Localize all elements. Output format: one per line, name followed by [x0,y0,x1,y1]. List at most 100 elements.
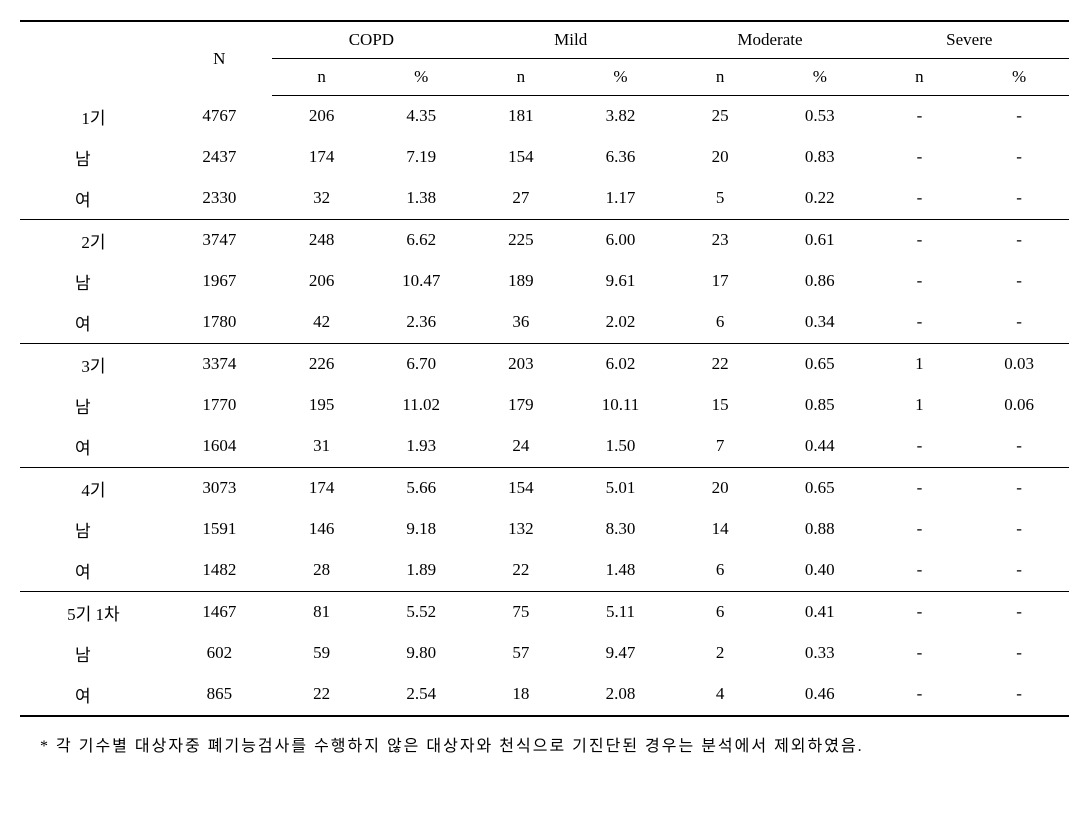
cell-mod-n: 6 [670,302,770,344]
row-label: 1기 [20,96,167,137]
cell-N: 1967 [167,261,272,302]
header-mod-pct: % [770,59,870,96]
cell-mod-pct: 0.65 [770,343,870,385]
cell-N: 1482 [167,550,272,592]
row-label: 2기 [20,219,167,261]
cell-sev-n: - [870,426,970,468]
cell-mod-n: 20 [670,137,770,178]
cell-N: 3747 [167,219,272,261]
cell-N: 3374 [167,343,272,385]
cell-sev-pct: - [969,633,1069,674]
cell-N: 2330 [167,178,272,220]
table-row: 여1604311.93241.5070.44-- [20,426,1069,468]
cell-mild-pct: 10.11 [571,385,671,426]
cell-copd-n: 22 [272,674,372,716]
cell-mild-n: 225 [471,219,571,261]
table-row: 남196720610.471899.61170.86-- [20,261,1069,302]
cell-sev-pct: - [969,178,1069,220]
cell-mild-pct: 1.50 [571,426,671,468]
cell-mild-pct: 6.00 [571,219,671,261]
cell-mild-n: 181 [471,96,571,137]
cell-mod-n: 5 [670,178,770,220]
row-label: 3기 [20,343,167,385]
cell-copd-n: 206 [272,261,372,302]
cell-mod-n: 22 [670,343,770,385]
cell-mod-pct: 0.65 [770,467,870,509]
cell-mild-n: 36 [471,302,571,344]
cell-mod-n: 17 [670,261,770,302]
cell-mod-pct: 0.41 [770,591,870,633]
row-label: 여 [20,178,167,220]
row-label: 여 [20,550,167,592]
cell-sev-pct: - [969,674,1069,716]
row-label: 남 [20,509,167,550]
cell-mild-pct: 5.01 [571,467,671,509]
cell-sev-n: - [870,591,970,633]
cell-mod-pct: 0.33 [770,633,870,674]
cell-mod-n: 25 [670,96,770,137]
cell-mod-pct: 0.61 [770,219,870,261]
cell-copd-n: 146 [272,509,372,550]
row-label: 남 [20,385,167,426]
cell-mild-pct: 5.11 [571,591,671,633]
cell-copd-pct: 9.18 [371,509,471,550]
cell-sev-n: - [870,178,970,220]
table-header: N COPD Mild Moderate Severe n % n % n % … [20,21,1069,96]
cell-mild-pct: 2.08 [571,674,671,716]
cell-mod-n: 6 [670,550,770,592]
cell-mod-pct: 0.88 [770,509,870,550]
cell-sev-pct: - [969,509,1069,550]
cell-mild-n: 18 [471,674,571,716]
cell-copd-n: 195 [272,385,372,426]
cell-sev-n: - [870,674,970,716]
cell-copd-n: 248 [272,219,372,261]
cell-copd-n: 174 [272,137,372,178]
cell-sev-pct: 0.06 [969,385,1069,426]
copd-prevalence-table: N COPD Mild Moderate Severe n % n % n % … [20,20,1069,717]
cell-mod-pct: 0.46 [770,674,870,716]
table-row: 남15911469.181328.30140.88-- [20,509,1069,550]
table-row: 5기 1차1467815.52755.1160.41-- [20,591,1069,633]
header-moderate: Moderate [670,21,869,59]
table-row: 여1780422.36362.0260.34-- [20,302,1069,344]
cell-sev-pct: 0.03 [969,343,1069,385]
cell-mod-pct: 0.40 [770,550,870,592]
cell-sev-pct: - [969,591,1069,633]
cell-copd-pct: 4.35 [371,96,471,137]
cell-mod-n: 23 [670,219,770,261]
cell-copd-pct: 1.38 [371,178,471,220]
cell-mod-n: 15 [670,385,770,426]
cell-sev-pct: - [969,467,1069,509]
cell-mild-n: 57 [471,633,571,674]
row-label: 여 [20,302,167,344]
cell-N: 4767 [167,96,272,137]
row-label: 여 [20,674,167,716]
cell-N: 1467 [167,591,272,633]
cell-mild-n: 189 [471,261,571,302]
cell-mod-pct: 0.83 [770,137,870,178]
cell-mild-n: 203 [471,343,571,385]
table-row: 남602599.80579.4720.33-- [20,633,1069,674]
cell-mod-n: 20 [670,467,770,509]
cell-mild-pct: 9.61 [571,261,671,302]
cell-mild-n: 154 [471,137,571,178]
cell-copd-n: 31 [272,426,372,468]
cell-sev-pct: - [969,219,1069,261]
cell-N: 1591 [167,509,272,550]
cell-mild-n: 27 [471,178,571,220]
row-label: 4기 [20,467,167,509]
cell-mod-pct: 0.53 [770,96,870,137]
cell-mod-n: 6 [670,591,770,633]
cell-sev-n: - [870,633,970,674]
table-row: 남177019511.0217910.11150.8510.06 [20,385,1069,426]
cell-sev-n: - [870,261,970,302]
cell-N: 3073 [167,467,272,509]
table-row: 여1482281.89221.4860.40-- [20,550,1069,592]
cell-sev-pct: - [969,261,1069,302]
cell-copd-pct: 7.19 [371,137,471,178]
cell-copd-n: 206 [272,96,372,137]
cell-sev-n: - [870,219,970,261]
cell-sev-n: 1 [870,343,970,385]
table-body: 1기47672064.351813.82250.53--남24371747.19… [20,96,1069,716]
cell-mod-pct: 0.34 [770,302,870,344]
